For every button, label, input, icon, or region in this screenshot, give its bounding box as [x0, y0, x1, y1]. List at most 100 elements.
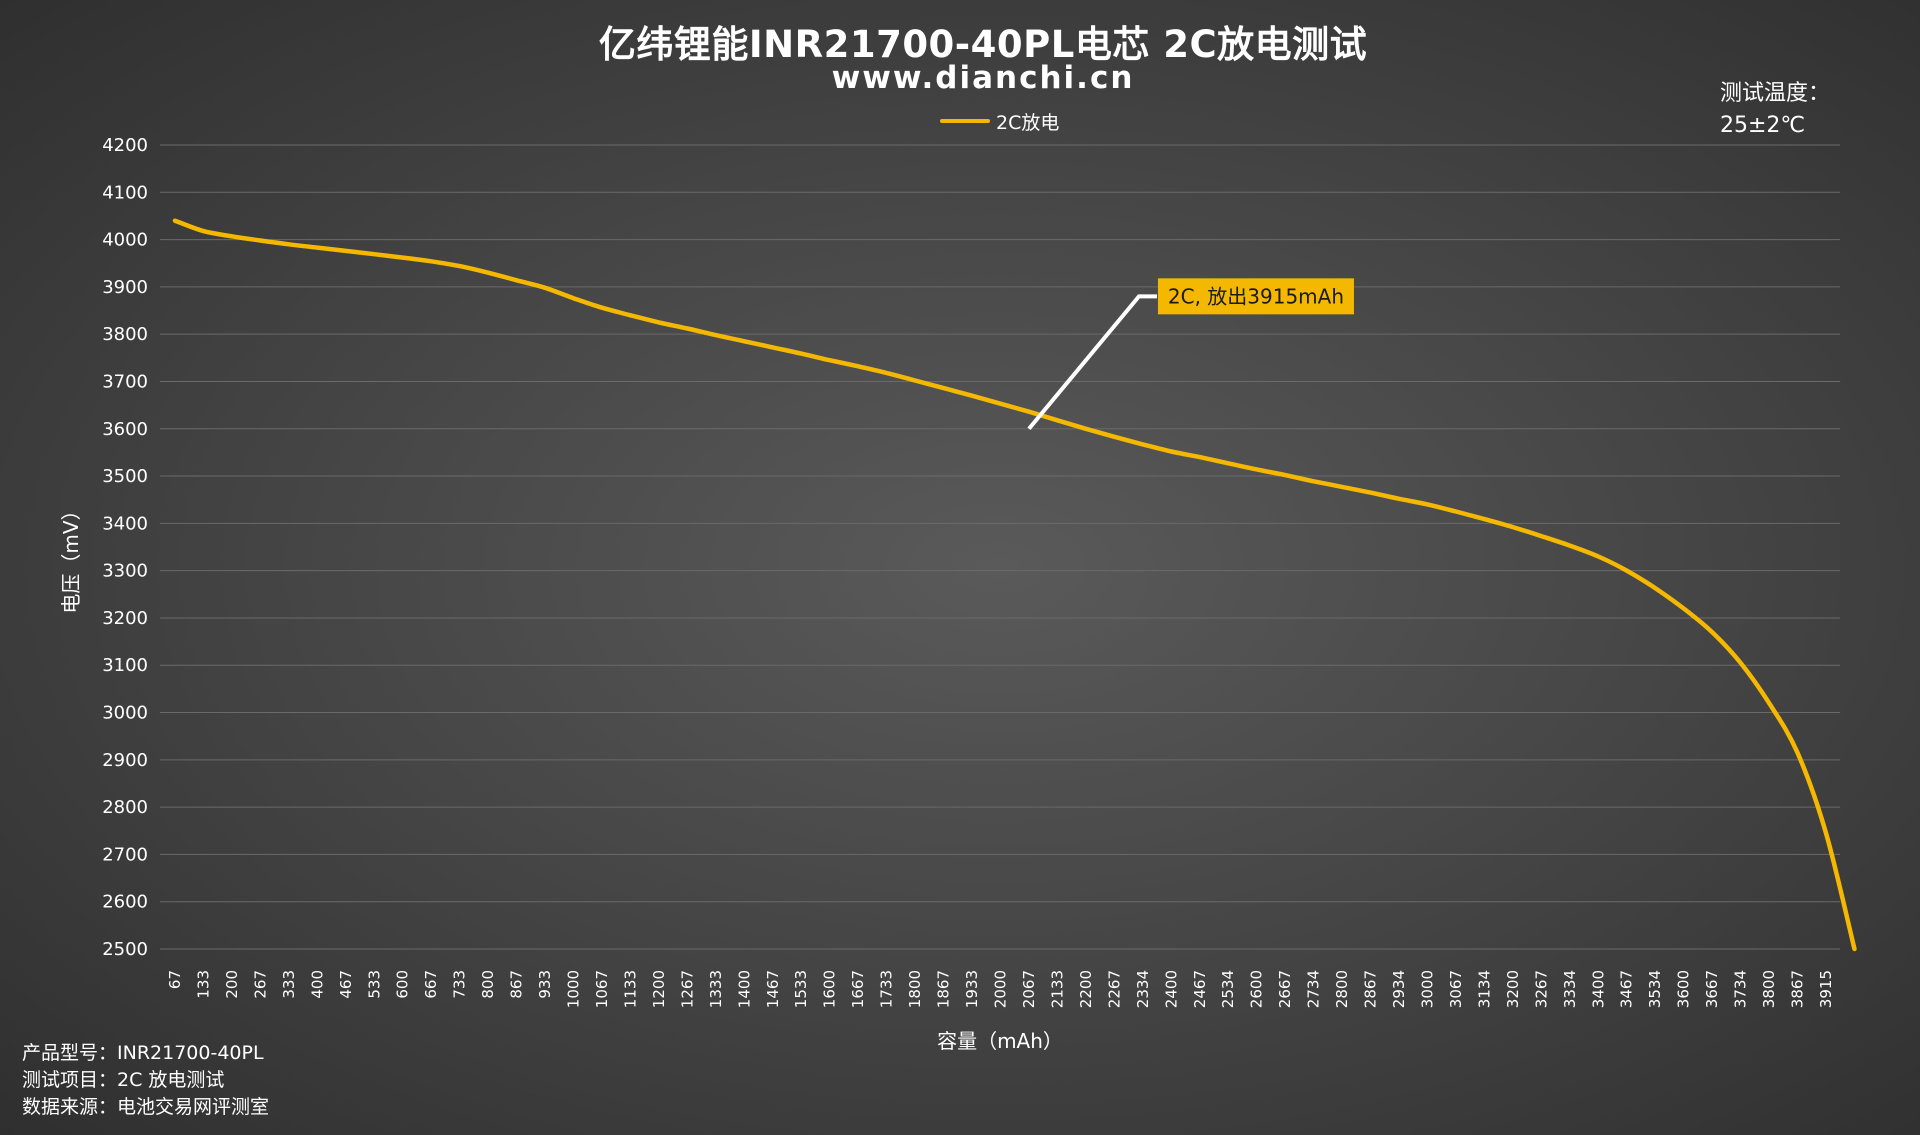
x-tick-label: 733 [451, 970, 469, 999]
y-tick-label: 3700 [102, 371, 148, 392]
x-tick-label: 467 [337, 970, 355, 999]
x-tick-label: 2267 [1105, 970, 1123, 1008]
y-tick-label: 3200 [102, 608, 148, 629]
x-tick-label: 3667 [1703, 970, 1721, 1008]
x-tick-label: 1867 [935, 970, 953, 1008]
x-axis-label: 容量（mAh） [937, 1029, 1063, 1053]
x-tick-label: 2734 [1305, 970, 1323, 1008]
x-tick-label: 1667 [849, 970, 867, 1008]
y-tick-label: 4100 [102, 182, 148, 203]
legend-label: 2C放电 [996, 111, 1060, 134]
footer-info: 产品型号：INR21700-40PL 测试项目：2C 放电测试 数据来源：电池交… [22, 1040, 269, 1121]
x-tick-label: 2867 [1362, 970, 1380, 1008]
x-tick-label: 3067 [1447, 970, 1465, 1008]
x-tick-label: 2334 [1134, 970, 1152, 1008]
y-tick-label: 4000 [102, 230, 148, 251]
y-tick-label: 3400 [102, 513, 148, 534]
x-tick-label: 3200 [1504, 970, 1522, 1008]
chart-legend: 2C放电 [940, 109, 1060, 134]
chart-title: 亿纬锂能INR21700-40PL电芯 2C放电测试 [598, 23, 1368, 66]
x-tick-label: 2800 [1333, 970, 1351, 1008]
test-item: 测试项目：2C 放电测试 [22, 1069, 225, 1091]
x-tick-label: 3915 [1817, 970, 1835, 1008]
x-tick-label: 1267 [678, 970, 696, 1008]
callout-annotation: 2C, 放出3915mAh [1027, 278, 1354, 431]
x-tick-label: 1200 [650, 970, 668, 1008]
product-model: 产品型号：INR21700-40PL [22, 1042, 264, 1064]
y-tick-label: 2500 [102, 939, 148, 960]
y-tick-label: 2800 [102, 797, 148, 818]
x-tick-label: 1733 [878, 970, 896, 1008]
x-tick-label: 800 [479, 970, 497, 999]
grid-lines [160, 144, 1840, 950]
x-tick-label: 3267 [1532, 970, 1550, 1008]
temperature-value: 25±2℃ [1720, 113, 1806, 138]
x-tick-label: 1000 [565, 970, 583, 1008]
x-tick-label: 3334 [1561, 970, 1579, 1008]
x-tick-label: 3800 [1760, 970, 1778, 1008]
x-tick-label: 2400 [1162, 970, 1180, 1008]
x-tick-label: 1600 [821, 970, 839, 1008]
y-axis-label: 电压（mV） [59, 500, 83, 613]
x-tick-label: 2600 [1248, 970, 1266, 1008]
series-line-2c-discharge [172, 218, 1857, 952]
x-tick-label: 2667 [1276, 970, 1294, 1008]
x-tick-label: 400 [308, 970, 326, 999]
x-tick-label: 1800 [906, 970, 924, 1008]
x-tick-label: 2133 [1048, 970, 1066, 1008]
x-tick-label: 533 [365, 970, 383, 999]
x-tick-label: 2067 [1020, 970, 1038, 1008]
x-tick-label: 267 [251, 970, 269, 999]
y-tick-label: 3000 [102, 703, 148, 724]
x-tick-label: 3734 [1732, 970, 1750, 1008]
x-tick-label: 1333 [707, 970, 725, 1008]
x-tick-label: 200 [223, 970, 241, 999]
x-tick-label: 3000 [1418, 970, 1436, 1008]
x-tick-label: 2534 [1219, 970, 1237, 1008]
test-temperature: 测试温度： 25±2℃ [1720, 78, 1830, 142]
y-tick-label: 3500 [102, 466, 148, 487]
x-tick-label: 867 [508, 970, 526, 999]
y-tick-label: 3600 [102, 419, 148, 440]
x-tick-label: 3600 [1675, 970, 1693, 1008]
x-axis-ticks: 67 133 200 267 333 400 467 533 600 667 733 800 867 93… [166, 970, 1835, 1008]
x-tick-label: 3867 [1789, 970, 1807, 1008]
x-tick-label: 3467 [1618, 970, 1636, 1008]
x-tick-label: 2000 [992, 970, 1010, 1008]
x-tick-label: 667 [422, 970, 440, 999]
x-tick-label: 3134 [1475, 970, 1493, 1008]
x-tick-label: 1400 [735, 970, 753, 1008]
y-axis-ticks: 2500 2600 2700 2800 2900 3000 3100 3200 3300 3400… [102, 135, 148, 960]
x-tick-label: 600 [394, 970, 412, 999]
x-tick-label: 1467 [764, 970, 782, 1008]
x-tick-label: 133 [194, 970, 212, 999]
y-tick-label: 2900 [102, 750, 148, 771]
y-tick-label: 3800 [102, 324, 148, 345]
x-tick-label: 2200 [1077, 970, 1095, 1008]
x-tick-label: 1533 [792, 970, 810, 1008]
x-tick-label: 1067 [593, 970, 611, 1008]
data-source: 数据来源：电池交易网评测室 [22, 1096, 270, 1118]
temperature-label: 测试温度： [1720, 81, 1831, 106]
legend-swatch-icon [940, 119, 990, 123]
x-tick-label: 3534 [1646, 970, 1664, 1008]
x-tick-label: 67 [166, 970, 184, 989]
y-tick-label: 2700 [102, 844, 148, 865]
callout-leader-line [1027, 294, 1157, 431]
y-tick-label: 3100 [102, 655, 148, 676]
y-tick-label: 3900 [102, 277, 148, 298]
chart-subtitle: www.dianchi.cn [831, 60, 1135, 96]
x-tick-label: 3400 [1589, 970, 1607, 1008]
y-tick-label: 3300 [102, 561, 148, 582]
callout-text: 2C, 放出3915mAh [1168, 284, 1344, 308]
x-tick-label: 1933 [963, 970, 981, 1008]
callout-box [1157, 278, 1354, 315]
x-tick-label: 933 [536, 970, 554, 999]
x-tick-label: 333 [280, 970, 298, 999]
y-tick-label: 2600 [102, 892, 148, 913]
x-tick-label: 1133 [621, 970, 639, 1008]
y-tick-label: 4200 [102, 135, 148, 156]
x-tick-label: 2934 [1390, 970, 1408, 1008]
x-tick-label: 2467 [1191, 970, 1209, 1008]
